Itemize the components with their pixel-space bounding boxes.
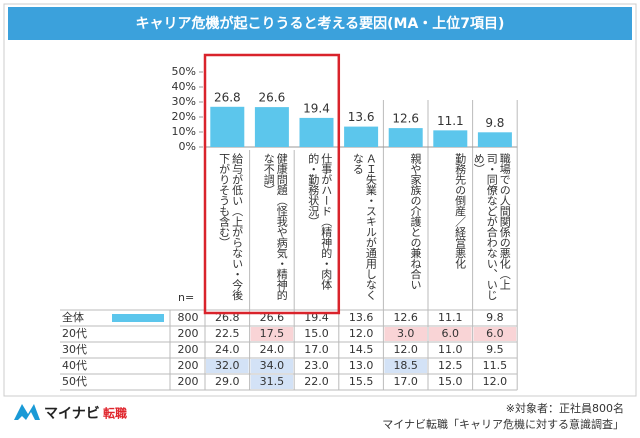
bar (477, 132, 512, 147)
table-cell: 3.0 (397, 327, 415, 340)
table-cell: 12.5 (438, 359, 463, 372)
bar (254, 107, 289, 147)
category-label: 健康問題（怪我や病気・精神的な不調） (262, 153, 289, 300)
table-cell: 31.5 (260, 375, 285, 388)
category-label: 給与が低い（上がらない・今後下がりそうも含む） (217, 153, 244, 300)
cell-highlight (250, 327, 294, 341)
row-n: 200 (178, 327, 199, 340)
legend-swatch (112, 314, 164, 322)
title-bar (8, 7, 632, 40)
table-cell: 15.0 (438, 375, 463, 388)
row-n: 200 (178, 359, 199, 372)
category-label: 職場での人間関係の悪化（上司・同僚などが合わない、いじめ） (472, 153, 512, 300)
bar (299, 117, 334, 147)
frame (3, 3, 637, 397)
data-label: 26.6 (259, 91, 286, 105)
bar (388, 128, 423, 147)
chart-title: キャリア危機が起こりうると考える要因(MA・上位7項目) (136, 15, 505, 32)
table-cell: 18.5 (393, 359, 418, 372)
row-n: 200 (178, 343, 199, 356)
cell-highlight (250, 359, 294, 373)
bar (210, 106, 245, 147)
category-label: 勤務先の倒産／経営悪化 (453, 153, 467, 269)
table-cell: 34.0 (260, 359, 285, 372)
table-cell: 11.1 (438, 311, 463, 324)
table-cell: 9.8 (486, 311, 504, 324)
row-label: 40代 (62, 359, 87, 372)
table-cell: 22.0 (304, 375, 329, 388)
table-cell: 15.5 (349, 375, 374, 388)
table-cell: 23.0 (304, 359, 329, 372)
table-cell: 6.0 (486, 327, 504, 340)
row-n: 800 (178, 311, 199, 324)
table-cell: 13.0 (349, 359, 374, 372)
cell-highlight (473, 327, 517, 341)
table-cell: 17.5 (260, 327, 285, 340)
logo-mark (14, 404, 40, 420)
cell-highlight (429, 327, 472, 341)
y-tick-label: 0% (179, 140, 196, 153)
note: ※対象者：正社員800名 (506, 401, 624, 415)
table-cell: 15.0 (304, 327, 329, 340)
table-cell: 12.0 (483, 375, 508, 388)
category-label: 仕事がハード（精神的・肉体的・勤務状況） (306, 153, 333, 290)
table-cell: 13.6 (349, 311, 374, 324)
table-cell: 9.5 (486, 343, 504, 356)
row-label: 20代 (62, 327, 87, 340)
cell-highlight (384, 359, 427, 373)
data-label: 26.8 (214, 90, 241, 104)
cell-highlight (206, 359, 249, 373)
table-cell: 32.0 (215, 359, 240, 372)
table-cell: 29.0 (215, 375, 240, 388)
logo-brand: マイナビ (44, 406, 100, 422)
n-label: n= (178, 291, 194, 304)
row-n: 200 (178, 375, 199, 388)
source: マイナビ転職「キャリア危機に対する意識調査」 (382, 417, 624, 431)
y-tick-label: 50% (172, 65, 196, 78)
highlight-box (203, 53, 341, 315)
row-label: 全体 (62, 310, 84, 324)
category-label: ＡＩ失業・スキルが通用しなくなる (351, 153, 378, 300)
bar (433, 130, 468, 147)
cell-highlight (250, 375, 294, 389)
table-cell: 11.0 (438, 343, 463, 356)
y-tick-label: 20% (172, 110, 196, 123)
logo-service: 転職 (103, 406, 127, 421)
data-label: 19.4 (303, 101, 330, 115)
table-cell: 14.5 (349, 343, 374, 356)
y-tick-label: 30% (172, 95, 196, 108)
row-label: 30代 (62, 343, 87, 356)
table-cell: 24.0 (215, 343, 240, 356)
data-label: 12.6 (392, 112, 419, 126)
table-cell: 11.5 (483, 359, 508, 372)
category-label: 親や家族の介護との兼ね合い (408, 153, 422, 290)
table-cell: 22.5 (215, 327, 240, 340)
row-label: 50代 (62, 375, 87, 388)
y-tick-label: 10% (172, 125, 196, 138)
y-tick-label: 40% (172, 80, 196, 93)
table-cell: 6.0 (442, 327, 460, 340)
table-cell: 12.0 (393, 343, 418, 356)
table-cell: 17.0 (304, 343, 329, 356)
bar (344, 126, 379, 147)
cell-highlight (384, 327, 427, 341)
table-cell: 24.0 (260, 343, 285, 356)
table-cell: 12.0 (349, 327, 374, 340)
data-label: 13.6 (348, 110, 375, 124)
table-cell: 17.0 (393, 375, 418, 388)
data-label: 11.1 (437, 114, 464, 128)
data-label: 9.8 (485, 116, 504, 130)
table-cell: 12.6 (393, 311, 418, 324)
